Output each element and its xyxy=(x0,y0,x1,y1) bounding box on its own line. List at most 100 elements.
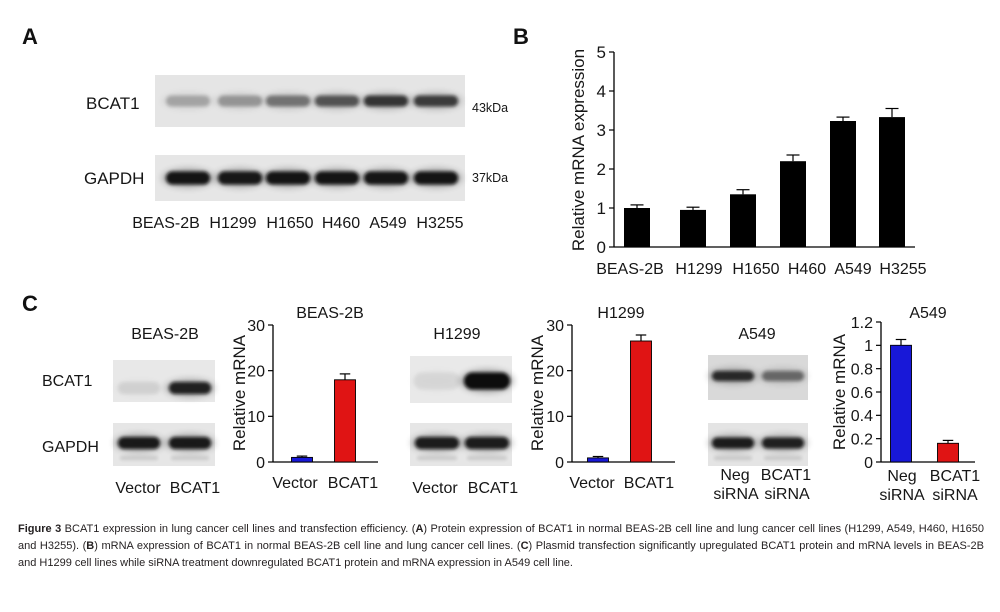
y-tick-label: 20 xyxy=(546,363,564,380)
figure-3: A BCAT1 GAPDH 43kDa 37kDa BEAS-2B H1299 … xyxy=(22,24,980,504)
panel-a-western-blot: BCAT1 GAPDH 43kDa 37kDa BEAS-2B H1299 H1… xyxy=(84,75,508,232)
band-bcat1-vector xyxy=(414,372,460,390)
bar-vector xyxy=(291,456,313,463)
band-gapdh-bcat1 xyxy=(169,437,211,449)
figure-number: Figure 3 xyxy=(18,523,62,535)
caption-panel-ref: B xyxy=(86,540,95,552)
lane-label: H1650 xyxy=(266,215,313,232)
band-gapdh-bcat1-secondary xyxy=(467,456,507,460)
y-tick-label: 0 xyxy=(256,455,265,472)
band-gapdh-h3255 xyxy=(414,171,458,185)
bar-beas-2b xyxy=(624,208,650,247)
y-axis-label: Relative mRNA expression xyxy=(569,49,588,251)
y-tick-label: 2 xyxy=(597,160,606,179)
lane-label: BCAT1 xyxy=(468,480,518,497)
bar-h460 xyxy=(780,161,806,247)
band-bcat1-bcat1 xyxy=(464,372,510,390)
lane-label: H3255 xyxy=(416,215,463,232)
x-tick-label: BEAS-2B xyxy=(596,261,664,278)
panel-label-b: B xyxy=(513,24,529,49)
x-tick-label: H1650 xyxy=(732,261,779,278)
band-gapdh-h1299 xyxy=(218,171,262,185)
caption-panel-ref: C xyxy=(520,540,529,552)
band-gapdh-a549 xyxy=(364,171,408,185)
blot-title: A549 xyxy=(738,326,775,343)
x-tick-label: Neg xyxy=(887,468,916,485)
x-tick-label: H1299 xyxy=(675,261,722,278)
lane-label: BCAT1 xyxy=(761,467,811,484)
lane-label: H460 xyxy=(322,215,360,232)
x-tick-label: siRNA xyxy=(879,487,925,504)
panel-c-blot-beas-2b: BEAS-2B BCAT1 GAPDH Vector BCAT1 xyxy=(42,326,220,497)
bar-bcat1 xyxy=(630,340,652,463)
band-bcat1-a549 xyxy=(364,95,408,107)
y-tick-label: 0.8 xyxy=(851,361,873,378)
x-tick-label: A549 xyxy=(834,261,871,278)
band-bcat1-h1650 xyxy=(266,95,310,107)
x-tick-label: BCAT1 xyxy=(624,475,674,492)
band-bcat1-bcat1 xyxy=(169,382,211,394)
y-tick-label: 0 xyxy=(864,455,873,472)
band-gapdh-bcat1-sirna-secondary xyxy=(764,456,802,460)
blot-a549-membranes xyxy=(708,355,808,466)
bar-h1650 xyxy=(730,194,756,247)
y-tick-label: 10 xyxy=(247,409,265,426)
chart-title: H1299 xyxy=(597,305,644,322)
band-bcat1-beas-2b xyxy=(166,95,210,107)
band-gapdh-neg-sirna xyxy=(712,437,754,449)
band-gapdh-bcat1-sirna xyxy=(762,437,804,449)
y-tick-label: 1 xyxy=(864,338,873,355)
blot-row-label-bcat1: BCAT1 xyxy=(86,94,140,113)
lane-label: Vector xyxy=(412,480,458,497)
band-gapdh-bcat1 xyxy=(465,437,509,449)
x-tick-label: H460 xyxy=(788,261,826,278)
panel-c-blot-h1299: H1299 Vector BCAT1 xyxy=(410,326,518,497)
y-axis-label: Relative mRNA xyxy=(230,334,249,451)
lane-label: siRNA xyxy=(764,486,810,503)
x-tick-label: siRNA xyxy=(932,487,978,504)
bar-neg-sirna xyxy=(890,344,912,463)
blot-h1299-membranes xyxy=(410,356,514,466)
bar-bcat1 xyxy=(334,379,356,463)
lane-label: A549 xyxy=(369,215,406,232)
band-gapdh-h460 xyxy=(315,171,359,185)
chart-c-a549: A549 Relative mRNA 00.20.40.60.811.2Negs… xyxy=(830,305,980,504)
y-tick-label: 0.6 xyxy=(851,385,873,402)
lane-label: H1299 xyxy=(209,215,256,232)
band-gapdh-vector xyxy=(415,437,459,449)
blot-row-label-gapdh: GAPDH xyxy=(84,169,144,188)
y-tick-label: 0 xyxy=(555,455,564,472)
x-tick-label: BCAT1 xyxy=(328,475,378,492)
blot-title: H1299 xyxy=(433,326,480,343)
lane-label: BCAT1 xyxy=(170,480,220,497)
y-tick-label: 4 xyxy=(597,82,606,101)
y-tick-label: 1.2 xyxy=(851,315,873,332)
band-gapdh-vector xyxy=(118,437,160,449)
y-axis-label: Relative mRNA xyxy=(528,334,547,451)
chart-c-h1299: H1299 Relative mRNA 0 10 20 30 Vector BCAT1 xyxy=(528,305,675,492)
lane-label: siRNA xyxy=(713,486,759,503)
caption-text: ) Plasmid transfection significantly upr… xyxy=(18,540,984,569)
panel-label-a: A xyxy=(22,24,38,49)
bar-bcat1-sirna xyxy=(937,442,959,463)
band-bcat1-neg-sirna xyxy=(712,371,754,381)
chart-c-beas-2b: BEAS-2B Relative mRNA 0 10 20 30 Vector BCAT1 xyxy=(230,305,378,492)
bar-vector xyxy=(587,457,609,463)
chart-title: BEAS-2B xyxy=(296,305,364,322)
blot-a-membranes xyxy=(155,75,465,201)
chart-title: A549 xyxy=(909,305,946,322)
panel-label-c: C xyxy=(22,291,38,316)
lane-label: BEAS-2B xyxy=(132,215,200,232)
blot-row-label-gapdh: GAPDH xyxy=(42,439,99,456)
bar-h3255 xyxy=(879,117,905,247)
x-tick-label: BCAT1 xyxy=(930,468,980,485)
blot-beas-2b-membranes xyxy=(113,360,215,466)
y-tick-label: 20 xyxy=(247,363,265,380)
blot-title: BEAS-2B xyxy=(131,326,199,343)
chart-b-relative-mrna-expression: Relative mRNA expression 0 1 2 3 4 5 BEAS-2B H1… xyxy=(569,43,927,278)
y-axis-label: Relative mRNA xyxy=(830,333,849,450)
x-tick-label: H3255 xyxy=(879,261,926,278)
band-gapdh-vector-secondary xyxy=(417,456,457,460)
y-tick-label: 30 xyxy=(247,318,265,335)
figure-caption: Figure 3 BCAT1 expression in lung cancer… xyxy=(18,521,984,572)
